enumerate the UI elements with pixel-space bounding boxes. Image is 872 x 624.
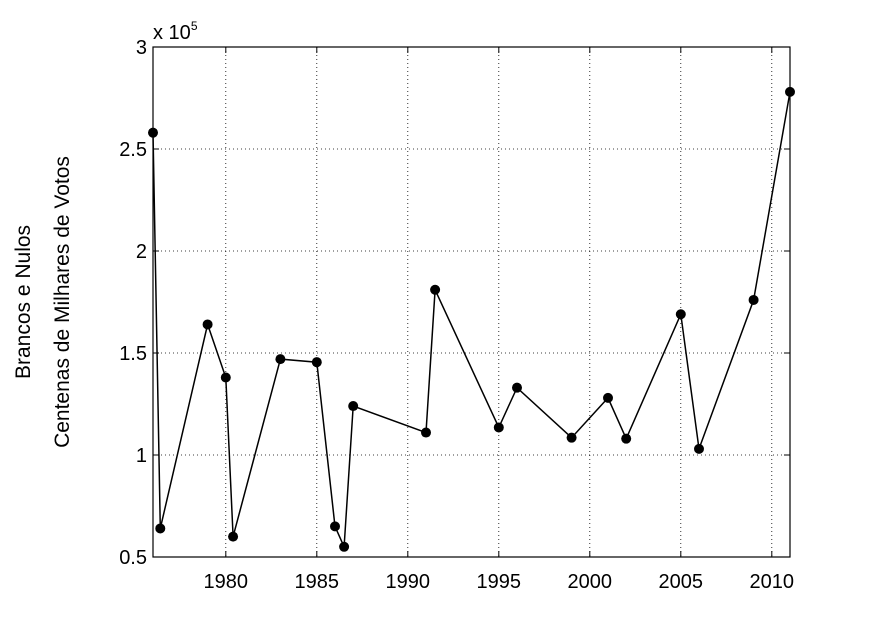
- data-point: [228, 531, 239, 542]
- series-line-0: [152, 91, 791, 548]
- y-tick-label: 0.5: [119, 547, 147, 569]
- y-axis-label-line-2: Centenas de Milhares de Votos: [51, 156, 74, 448]
- y-tick-label: 1: [136, 445, 147, 467]
- y-tick-label: 1.5: [119, 343, 147, 365]
- data-point: [339, 541, 350, 552]
- axis-ticks: [153, 46, 790, 558]
- x-tick-label: 2010: [750, 571, 795, 593]
- data-point: [155, 523, 166, 534]
- tick-labels: 1980 1985 1990 1995 2000 2005 2010 0.5 1 1.5 2 2.5 3: [119, 37, 794, 593]
- y-tick-label: 2.5: [119, 139, 147, 161]
- y-tick-label: 2: [136, 241, 147, 263]
- data-point: [675, 309, 686, 320]
- data-point: [311, 357, 322, 368]
- grid-lines: [153, 47, 790, 557]
- series-layer: [148, 86, 795, 552]
- data-point: [430, 284, 441, 295]
- x-tick-label: 1985: [295, 571, 340, 593]
- x-tick-label: 2005: [659, 571, 704, 593]
- y-axis-label: Brancos e Nulos Centenas de Milhares de …: [12, 156, 74, 448]
- y-exponent-label: x 105: [153, 19, 198, 44]
- data-point: [202, 319, 213, 330]
- data-point: [694, 443, 704, 454]
- x-tick-label: 1990: [386, 571, 431, 593]
- data-point: [220, 372, 231, 383]
- y-tick-label: 3: [136, 37, 147, 59]
- data-point: [512, 382, 522, 393]
- data-point: [493, 422, 504, 433]
- x-tick-label: 1980: [204, 571, 249, 593]
- y-axis-label-line-1: Brancos e Nulos: [12, 225, 35, 379]
- data-point: [330, 521, 340, 532]
- data-point: [785, 86, 795, 97]
- data-point: [421, 427, 431, 438]
- data-point: [621, 433, 632, 444]
- x-tick-label: 2000: [568, 571, 613, 593]
- data-point: [603, 392, 613, 403]
- x-tick-label: 1995: [477, 571, 522, 593]
- data-point: [275, 354, 286, 365]
- data-point: [748, 294, 759, 305]
- data-point: [566, 432, 577, 443]
- data-point: [148, 127, 158, 138]
- data-point: [348, 401, 359, 412]
- axes-box: [152, 46, 791, 558]
